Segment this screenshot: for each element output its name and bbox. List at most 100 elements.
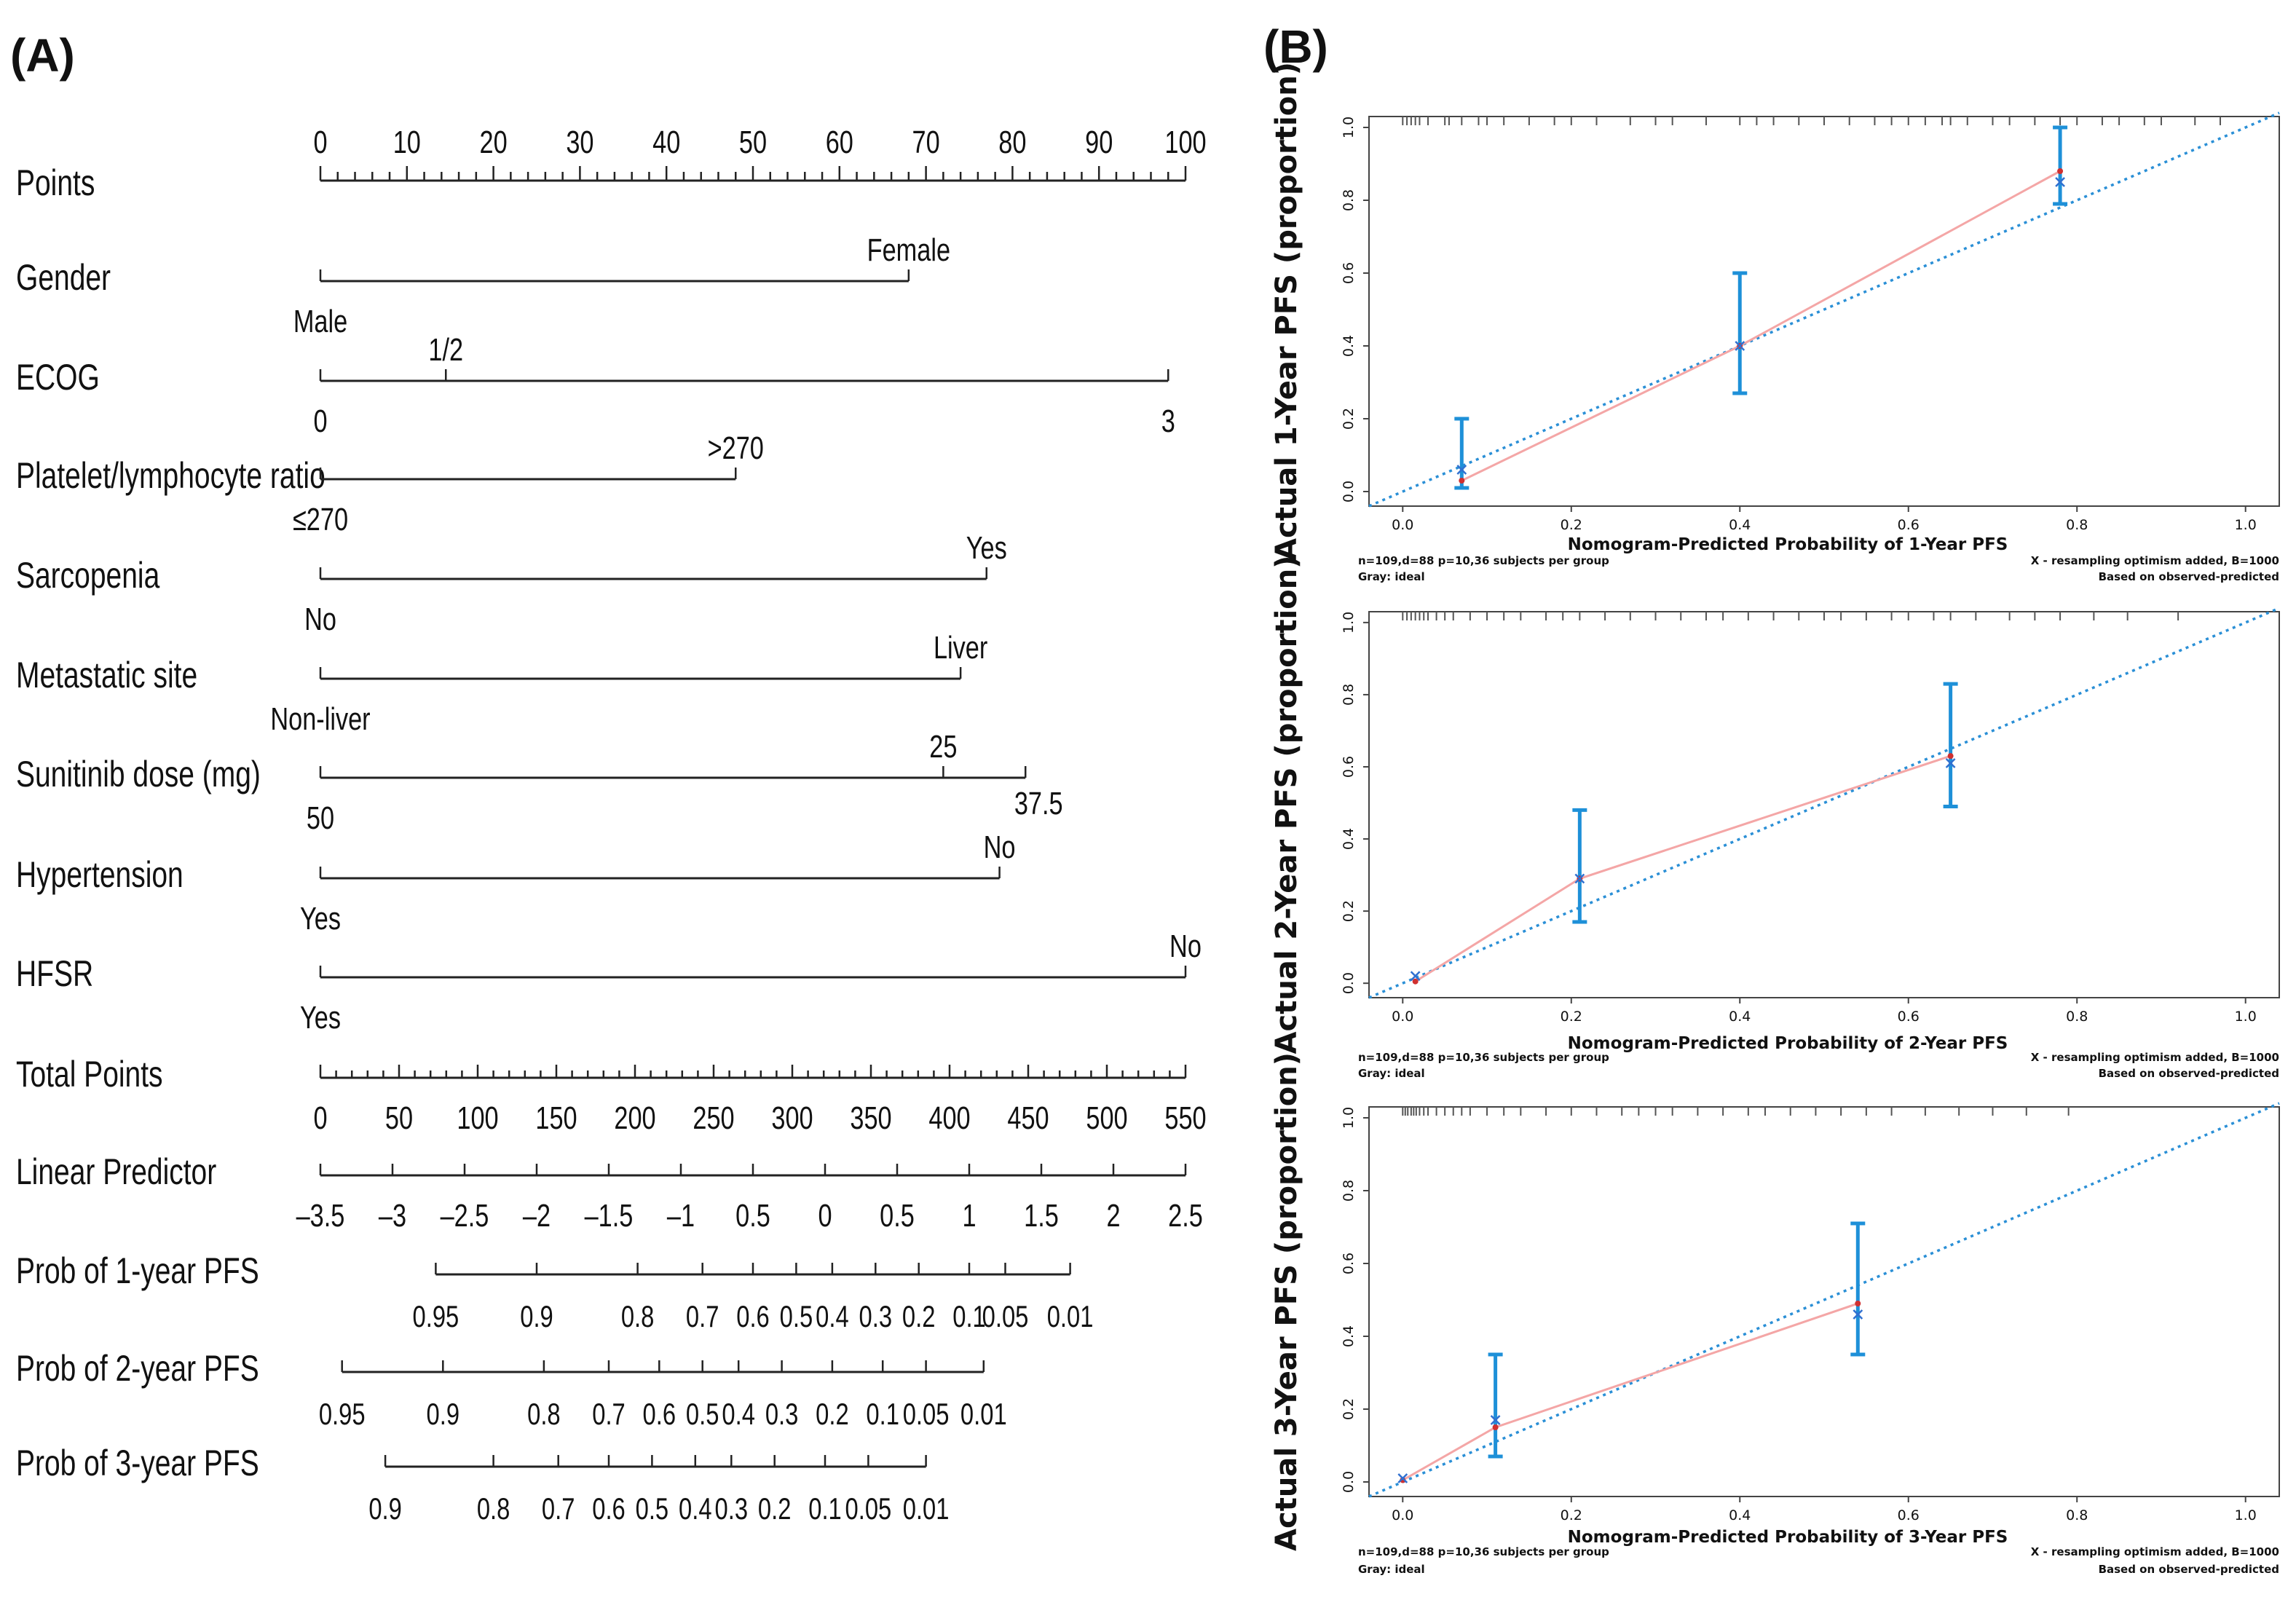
y-tick-label: 0.6 [1341, 262, 1357, 284]
probability-tick-label: 0.6 [736, 1299, 770, 1333]
y-tick-label: 0.6 [1341, 1253, 1357, 1274]
probability-tick-label: 0.05 [982, 1299, 1029, 1333]
variable-label: ECOG [16, 356, 100, 398]
linear-predictor-tick-label: 0.5 [880, 1198, 915, 1234]
footer-left-2: Gray: ideal [1358, 1563, 1425, 1576]
level-label: No [1169, 928, 1202, 964]
probability-tick-label: 0.1 [866, 1397, 899, 1431]
y-tick-label: 0.0 [1341, 972, 1357, 994]
probability-tick-label: 0.7 [592, 1397, 626, 1431]
level-label: 37.5 [1014, 786, 1063, 821]
total-tick-label: 250 [693, 1100, 734, 1136]
probability-tick-label: 0.9 [427, 1397, 460, 1431]
probability-tick-label: 0.9 [520, 1299, 553, 1333]
x-tick-label: 0.8 [2066, 1009, 2088, 1025]
points-tick-label: 90 [1085, 125, 1113, 160]
y-tick-label: 0.8 [1341, 1180, 1357, 1202]
level-label: Female [867, 232, 950, 268]
y-tick-label: 0.2 [1341, 900, 1357, 922]
y-tick-label: 0.4 [1341, 335, 1357, 357]
points-tick-label: 20 [480, 125, 508, 160]
level-label: ≤270 [293, 502, 348, 537]
apparent-point [1492, 1424, 1499, 1430]
linear-predictor-tick-label: 2 [1106, 1198, 1120, 1234]
x-tick-label: 0.4 [1729, 1507, 1751, 1523]
probability-tick-label: 0.3 [765, 1397, 799, 1431]
probability-tick-label: 0.8 [621, 1299, 655, 1333]
y-tick-label: 0.2 [1341, 408, 1357, 430]
linear-predictor-tick-label: 2.5 [1168, 1198, 1203, 1234]
total-tick-label: 300 [771, 1100, 813, 1136]
total-tick-label: 500 [1086, 1100, 1127, 1136]
linear-predictor-tick-label: –3 [379, 1198, 406, 1234]
x-tick-label: 0.8 [2066, 517, 2088, 533]
probability-tick-label: 0.7 [686, 1299, 719, 1333]
y-axis-label: Actual 1-Year PFS (proportion) [1270, 62, 1303, 561]
x-tick-label: 0.4 [1729, 517, 1751, 533]
calibration-plot-1: 0.0 0.2 0.4 0.6 0.8 1.0 0.0 0.2 0.4 0.6 0.8 1.0 Nomo… [1270, 62, 2280, 583]
x-tick-label: 0.8 [2066, 1507, 2088, 1523]
linear-predictor-tick-label: 0.5 [735, 1198, 770, 1234]
x-axis-label: Nomogram-Predicted Probability of 2-Year… [1568, 1034, 2008, 1053]
y-tick-label: 0.0 [1341, 481, 1357, 502]
y-tick-label: 0.2 [1341, 1398, 1357, 1420]
footer-left-1: n=109,d=88 p=10,36 subjects per group [1358, 554, 1609, 567]
probability-tick-label: 0.7 [542, 1491, 575, 1526]
footer-left-2: Gray: ideal [1358, 570, 1425, 583]
footer-right-1: X - resampling optimism added, B=1000 [2031, 554, 2279, 567]
apparent-point [1855, 1301, 1861, 1306]
linear-predictor-label: Linear Predictor [16, 1151, 216, 1192]
level-label: 0 [313, 403, 327, 439]
total-tick-label: 150 [535, 1100, 577, 1136]
probability-tick-label: 0.95 [413, 1299, 459, 1333]
total-tick-label: 400 [928, 1100, 970, 1136]
probability-tick-label: 0.1 [808, 1491, 842, 1526]
linear-predictor-tick-label: –1.5 [585, 1198, 634, 1234]
probability-tick-label: 0.05 [903, 1397, 950, 1431]
total-tick-label: 0 [313, 1100, 327, 1136]
probability-tick-label: 0.5 [636, 1491, 669, 1526]
points-tick-label: 10 [393, 125, 421, 160]
points-tick-label: 40 [652, 125, 680, 160]
y-axis-label: Actual 2-Year PFS (proportion) [1270, 556, 1303, 1054]
y-tick-label: 1.0 [1341, 1107, 1357, 1129]
x-tick-label: 0.0 [1392, 1009, 1413, 1025]
x-axis-label: Nomogram-Predicted Probability of 1-Year… [1568, 535, 2008, 554]
x-tick-label: 0.6 [1898, 517, 1920, 533]
bias-corrected-point [1490, 1415, 1501, 1425]
x-tick-label: 0.4 [1729, 1009, 1751, 1025]
probability-tick-label: 0.8 [477, 1491, 510, 1526]
probability-row-label: Prob of 3-year PFS [16, 1442, 259, 1483]
y-tick-label: 1.0 [1341, 117, 1357, 138]
probability-tick-label: 0.95 [319, 1397, 366, 1431]
footer-left-1: n=109,d=88 p=10,36 subjects per group [1358, 1051, 1609, 1064]
level-label: Male [293, 304, 347, 339]
total-tick-label: 100 [457, 1100, 498, 1136]
apparent-point [1459, 478, 1465, 484]
footer-left-2: Gray: ideal [1358, 1067, 1425, 1080]
x-tick-label: 0.6 [1898, 1507, 1920, 1523]
level-label: 25 [929, 729, 957, 765]
apparent-point [2057, 168, 2064, 174]
linear-predictor-tick-label: 0 [818, 1198, 832, 1234]
panel-a-label: (A) [10, 29, 75, 82]
level-label: >270 [708, 430, 764, 466]
total-tick-label: 550 [1164, 1100, 1206, 1136]
level-label: 3 [1161, 403, 1175, 439]
level-label: No [304, 602, 336, 637]
level-label: 50 [307, 800, 334, 836]
probability-tick-label: 0.01 [960, 1397, 1007, 1431]
probability-tick-label: 0.4 [816, 1299, 849, 1333]
apparent-point [1947, 753, 1954, 760]
x-tick-label: 0.2 [1561, 1009, 1582, 1025]
linear-predictor-tick-label: –1 [667, 1198, 695, 1234]
probability-tick-label: 0.4 [722, 1397, 755, 1431]
linear-predictor-tick-label: 1 [962, 1198, 976, 1234]
footer-right-2: Based on observed-predicted [2099, 1563, 2279, 1576]
total-tick-label: 50 [385, 1100, 413, 1136]
points-tick-label: 100 [1164, 125, 1206, 160]
points-row-label: Points [16, 162, 95, 203]
probability-tick-label: 0.3 [859, 1299, 893, 1333]
y-tick-label: 0.4 [1341, 1325, 1357, 1347]
